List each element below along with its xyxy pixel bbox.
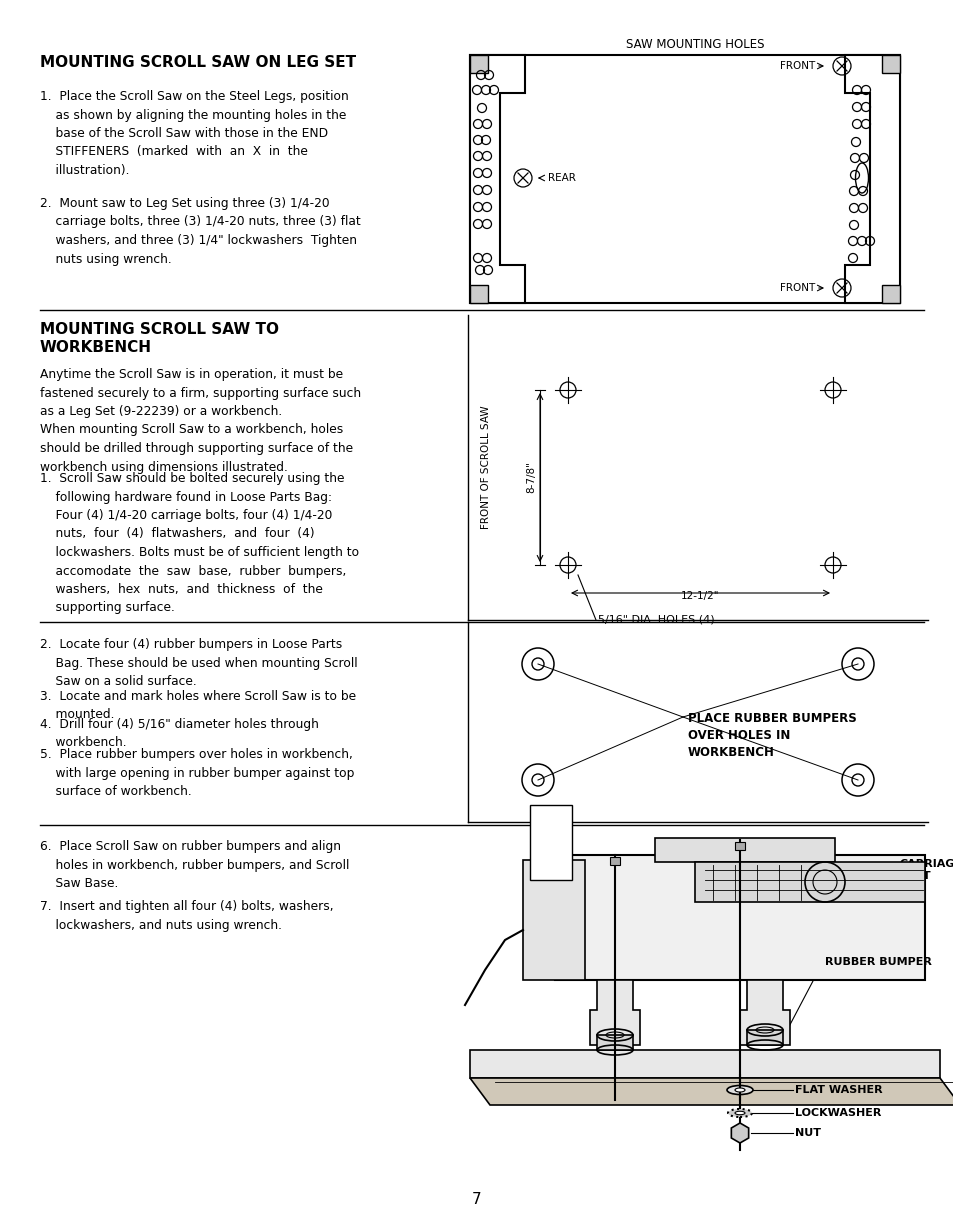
- Bar: [882, 286, 899, 303]
- Text: FLAT WASHER: FLAT WASHER: [794, 1085, 882, 1095]
- Bar: [470, 286, 488, 303]
- Text: 1.  Place the Scroll Saw on the Steel Legs, position
    as shown by aligning th: 1. Place the Scroll Saw on the Steel Leg…: [40, 90, 349, 177]
- Polygon shape: [695, 861, 924, 902]
- Text: 7: 7: [472, 1192, 481, 1208]
- Polygon shape: [844, 55, 899, 303]
- Text: Anytime the Scroll Saw is in operation, it must be
fastened securely to a firm, : Anytime the Scroll Saw is in operation, …: [40, 368, 361, 474]
- Text: 8-7/8": 8-7/8": [525, 462, 536, 493]
- Bar: [882, 55, 899, 73]
- Text: MOUNTING SCROLL SAW ON LEG SET: MOUNTING SCROLL SAW ON LEG SET: [40, 55, 355, 70]
- Bar: [530, 806, 572, 880]
- Ellipse shape: [726, 1085, 752, 1095]
- Polygon shape: [589, 981, 639, 1045]
- Text: MOUNTING SCROLL SAW TO: MOUNTING SCROLL SAW TO: [40, 322, 278, 337]
- Polygon shape: [655, 838, 834, 861]
- Bar: [734, 842, 744, 850]
- Text: CARRIAGE
BOLT: CARRIAGE BOLT: [899, 859, 953, 881]
- Polygon shape: [555, 855, 924, 981]
- Polygon shape: [731, 1123, 748, 1143]
- Text: 2.  Locate four (4) rubber bumpers in Loose Parts
    Bag. These should be used : 2. Locate four (4) rubber bumpers in Loo…: [40, 638, 357, 688]
- Text: FRONT OF SCROLL SAW: FRONT OF SCROLL SAW: [480, 406, 491, 530]
- Text: WORKBENCH: WORKBENCH: [40, 340, 152, 355]
- Bar: [597, 1035, 633, 1050]
- Text: SAW MOUNTING HOLES: SAW MOUNTING HOLES: [625, 38, 763, 51]
- Polygon shape: [522, 860, 584, 981]
- Bar: [609, 857, 619, 865]
- Text: 12-1/2": 12-1/2": [680, 590, 719, 601]
- Bar: [470, 55, 899, 303]
- Text: 4.  Drill four (4) 5/16" diameter holes through
    workbench.: 4. Drill four (4) 5/16" diameter holes t…: [40, 718, 318, 750]
- Ellipse shape: [734, 1112, 744, 1114]
- Ellipse shape: [727, 1109, 751, 1117]
- Text: FRONT: FRONT: [779, 283, 814, 293]
- Text: 2.  Mount saw to Leg Set using three (3) 1/4-20
    carriage bolts, three (3) 1/: 2. Mount saw to Leg Set using three (3) …: [40, 197, 360, 266]
- Polygon shape: [470, 55, 524, 303]
- Text: REAR: REAR: [547, 173, 576, 183]
- Polygon shape: [740, 981, 789, 1045]
- Text: PLACE RUBBER BUMPERS
OVER HOLES IN
WORKBENCH: PLACE RUBBER BUMPERS OVER HOLES IN WORKB…: [687, 712, 856, 759]
- Text: FRONT: FRONT: [779, 61, 814, 70]
- Bar: [470, 55, 488, 73]
- Text: 5.  Place rubber bumpers over holes in workbench,
    with large opening in rubb: 5. Place rubber bumpers over holes in wo…: [40, 748, 354, 798]
- Polygon shape: [470, 1050, 939, 1078]
- Text: 1.  Scroll Saw should be bolted securely using the
    following hardware found : 1. Scroll Saw should be bolted securely …: [40, 471, 358, 615]
- Text: 6.  Place Scroll Saw on rubber bumpers and align
    holes in workbench, rubber : 6. Place Scroll Saw on rubber bumpers an…: [40, 840, 349, 891]
- Text: 7.  Insert and tighten all four (4) bolts, washers,
    lockwashers, and nuts us: 7. Insert and tighten all four (4) bolts…: [40, 900, 334, 932]
- Bar: [746, 1030, 782, 1045]
- Polygon shape: [470, 1078, 953, 1104]
- Text: RUBBER BUMPER: RUBBER BUMPER: [824, 957, 931, 967]
- Text: LOCKWASHER: LOCKWASHER: [794, 1108, 881, 1118]
- Text: NUT: NUT: [794, 1128, 821, 1138]
- Ellipse shape: [734, 1087, 744, 1092]
- Text: 3.  Locate and mark holes where Scroll Saw is to be
    mounted.: 3. Locate and mark holes where Scroll Sa…: [40, 690, 355, 722]
- Text: 5/16" DIA. HOLES (4): 5/16" DIA. HOLES (4): [598, 615, 714, 625]
